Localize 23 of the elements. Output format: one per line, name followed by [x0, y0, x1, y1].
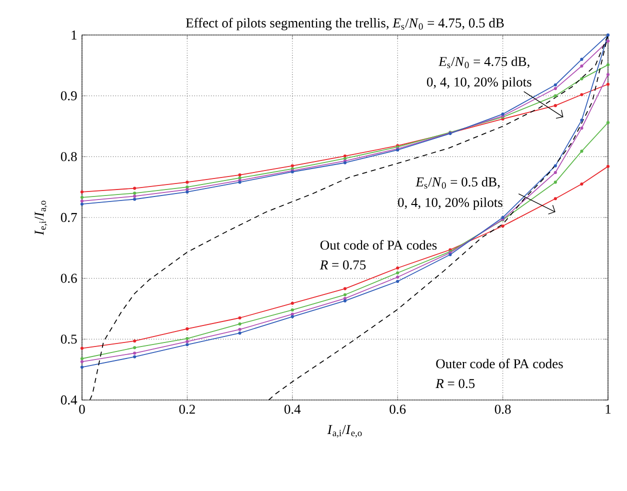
annotation: 0, 4, 10, 20% pilots [398, 198, 502, 210]
annotation: Out code of PA codes [320, 240, 437, 250]
annotation: R = 0.75 [320, 260, 366, 270]
annotation: 0, 4, 10, 20% pilots [426, 77, 532, 90]
annotation: E$_{s}$/N$_{0}$ = 4.75 dB, [438, 56, 530, 68]
y-tick-label: 0.6 [60, 274, 77, 283]
x-tick-label: 0.2 [179, 404, 195, 414]
x-tick-label: 1 [606, 404, 611, 414]
x-tick-label: 0.8 [494, 404, 511, 414]
y-tick-label: 0.8 [60, 152, 77, 162]
x-tick-label: 0.6 [390, 404, 406, 414]
x-tick-label: 0.4 [284, 404, 301, 414]
chart-title: Effect of pilots segmenting the trellis, E$_{s}$/N$_{0}$ = 4.75, 0.5 dB [186, 18, 504, 30]
y-tick-label: 0.5 [60, 334, 77, 344]
annotation: E$_{s}$/N$_{0}$ = 0.5 dB, [416, 177, 500, 189]
y-tick-label: 0.9 [60, 91, 77, 100]
annotation: R = 0.5 [436, 378, 475, 388]
y-tick-label: 0.7 [60, 212, 77, 222]
y-tick-label: 1 [72, 30, 76, 40]
x-axis-title: I$_{a,i}$/I$_{e,o}$ [327, 425, 362, 438]
x-tick-label: 0 [79, 404, 85, 414]
annotation: Outer code of PA codes [436, 358, 563, 368]
y-tick-label: 0.4 [60, 395, 78, 405]
